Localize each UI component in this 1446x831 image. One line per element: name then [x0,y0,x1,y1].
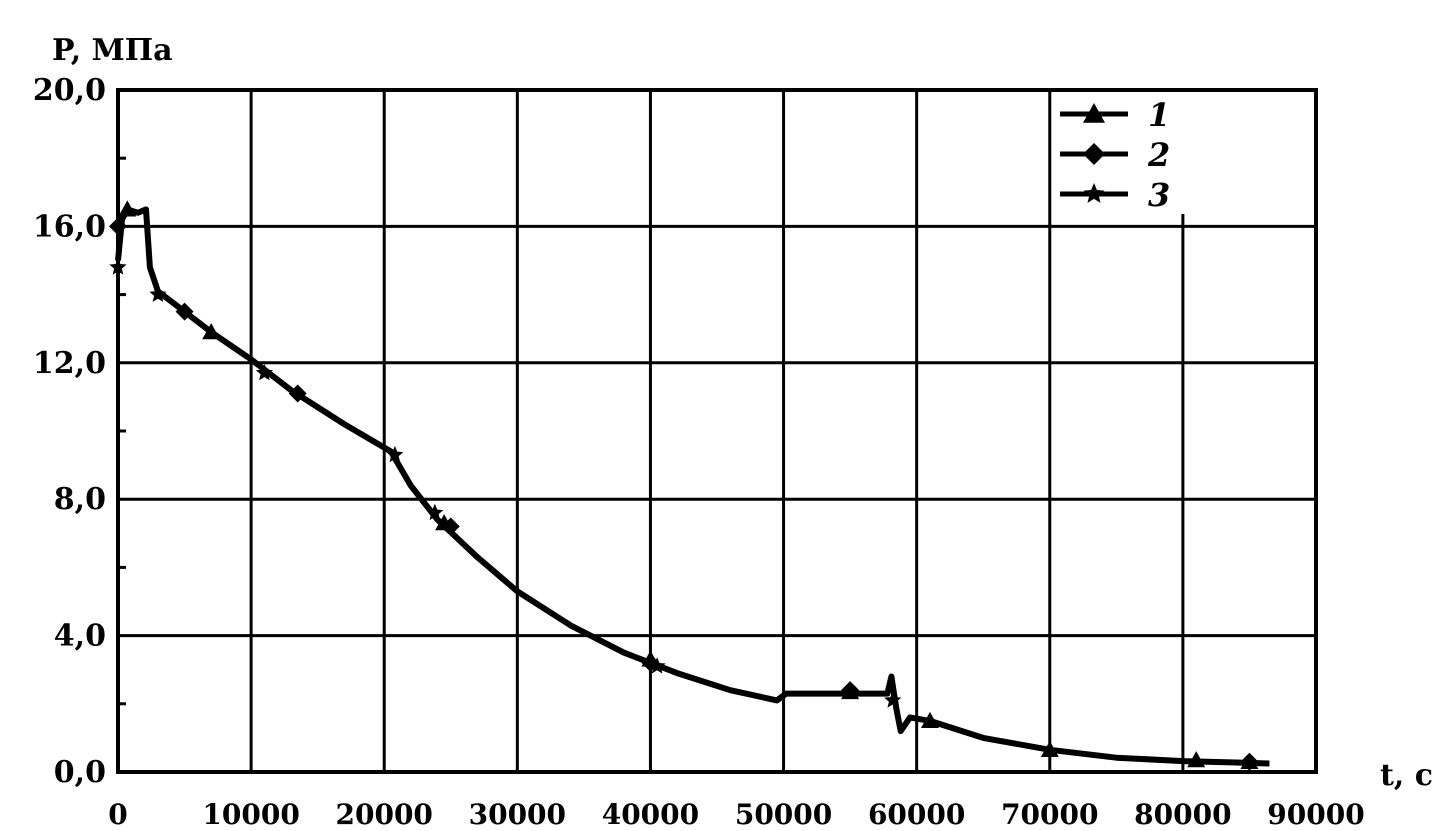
y-tick-label: 16,0 [33,209,106,244]
legend-label: 2 [1147,136,1170,174]
y-tick-label: 20,0 [33,73,106,108]
x-tick-label: 30000 [469,798,566,831]
y-tick-label: 8,0 [54,482,106,517]
series-line-1 [115,206,1270,767]
series-lines [115,206,1270,767]
x-tick-label: 20000 [336,798,433,831]
y-tick-label: 4,0 [54,619,106,654]
y-tick-label: 0,0 [54,755,106,790]
x-tick-label: 0 [108,798,127,831]
x-axis: 0 10000 20000 30000 40000 50000 60000 70000 8000… [108,798,1364,831]
marker-diamond [441,517,460,536]
x-tick-label: 10000 [202,798,299,831]
marker-diamond [175,302,194,321]
marker-diamond [109,217,127,236]
y-axis: 0,0 4,0 8,0 12,0 16,0 20,0 [33,73,126,790]
marker-star [109,258,127,275]
marker-triangle [1187,751,1206,768]
marker-triangle [920,711,939,729]
y-axis-label: P, МПа [52,33,173,68]
marker-triangle [202,323,221,340]
marker-triangle [118,200,137,217]
x-tick-label: 80000 [1134,798,1231,831]
marker-star [884,691,902,708]
marker-diamond [288,384,307,403]
marker-star [426,503,444,521]
marker-star [149,285,167,302]
series-markers [109,200,1259,771]
legend-marker-star [1083,183,1105,203]
legend: 123 [1052,92,1188,214]
x-tick-label: 70000 [1001,798,1098,831]
marker-star [386,445,404,463]
legend-label: 1 [1148,96,1170,134]
x-tick-label: 60000 [868,798,965,831]
x-axis-label: t, c [1380,758,1433,793]
marker-star [255,364,273,381]
marker-star [648,657,666,674]
legend-marker-diamond [1083,143,1105,165]
marker-diamond [1240,752,1259,771]
x-tick-label: 40000 [602,798,699,831]
legend-marker-triangle [1083,103,1105,123]
x-tick-label: 90000 [1267,798,1364,831]
x-tick-label: 50000 [735,798,832,831]
marker-triangle [1040,740,1059,758]
marker-diamond [841,681,860,700]
legend-label: 3 [1148,176,1170,214]
y-tick-label: 12,0 [33,346,106,381]
grid [118,90,1316,772]
